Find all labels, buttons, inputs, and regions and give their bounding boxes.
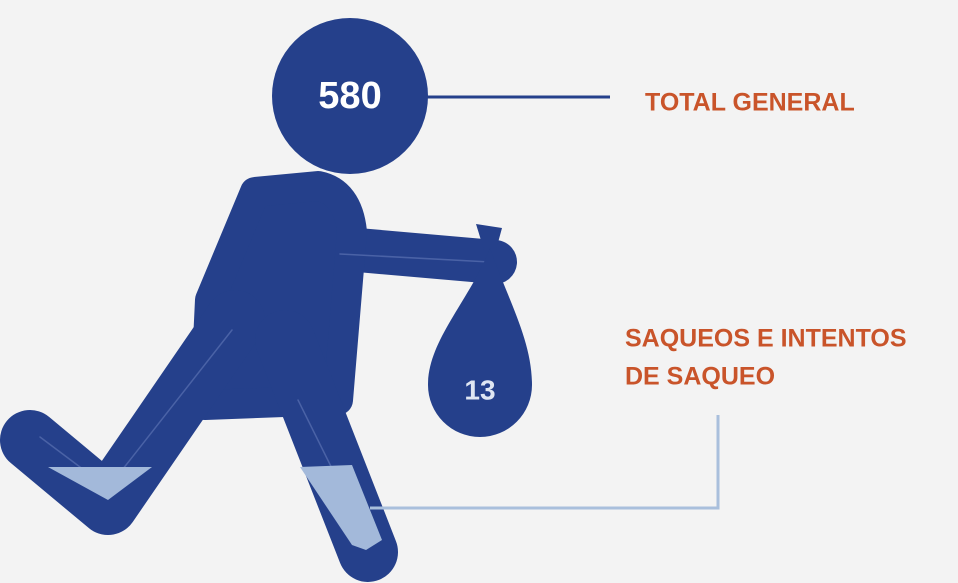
looting-label-line: DE SAQUEO	[625, 363, 775, 391]
total-value: 580	[318, 75, 381, 117]
total-label: TOTAL GENERAL	[645, 89, 855, 117]
infographic: 580 TOTAL GENERAL 13 SAQUEOS E INTENTOS …	[0, 0, 958, 583]
looting-label-line: SAQUEOS E INTENTOS	[625, 325, 907, 353]
looting-value: 13	[464, 374, 495, 405]
